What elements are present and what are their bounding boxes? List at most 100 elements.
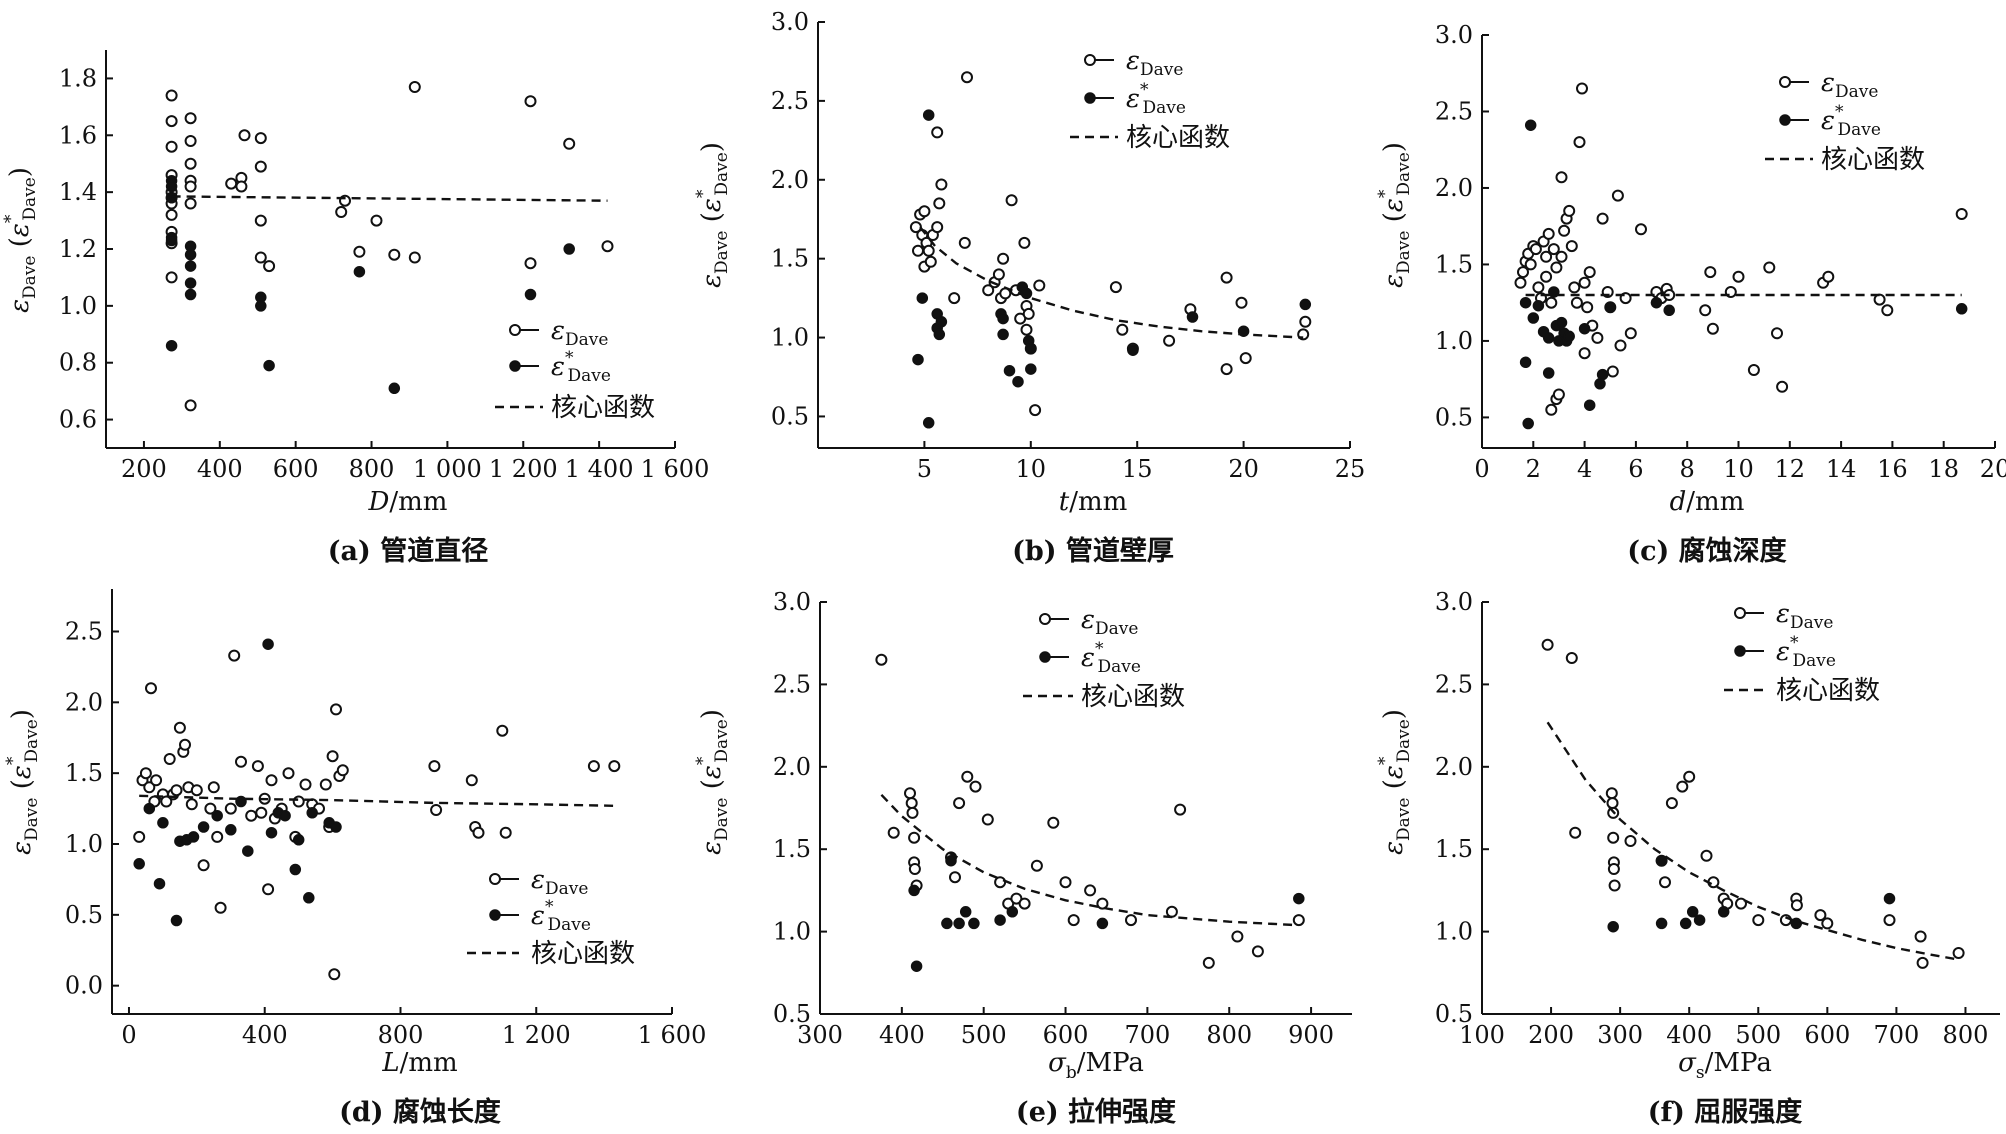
data-point-filled [157, 817, 169, 829]
legend-open-marker [1734, 607, 1746, 619]
y-tick-label: 1.0 [1435, 327, 1473, 355]
data-point-open [931, 221, 944, 234]
data-point-open [601, 240, 614, 253]
panel-a-plot-area: 200 400 600 800 1 000 1 200 1 400 1 600 0.6 0.8 1.… [59, 50, 710, 483]
x-tick-label: 12 [1775, 455, 1806, 483]
x-tick-label: 500 [961, 1021, 1007, 1049]
panel-a-x-axis-label: D/mm [368, 487, 448, 517]
panel-e-chart: 300 400 500 600 700 800 9000.51.01.52.02.53.0 … [693, 588, 1352, 1128]
data-point-open [1763, 261, 1776, 274]
data-point-open [251, 760, 264, 773]
data-point-open [1611, 189, 1624, 202]
data-point-open [319, 778, 332, 791]
data-point-open [336, 764, 349, 777]
data-point-open [184, 197, 197, 210]
data-point-open [499, 826, 512, 839]
data-point-open [1576, 82, 1588, 95]
data-point-filled [153, 877, 166, 890]
x-tick-label: 600 [1804, 1021, 1850, 1049]
data-point-filled [1883, 892, 1896, 905]
data-point-filled [1594, 378, 1606, 390]
data-point-open [887, 826, 900, 839]
data-point-open [1542, 227, 1555, 240]
panel-c-caption: (c) 腐蚀深度 [1627, 535, 1786, 567]
data-point-open [961, 770, 974, 783]
legend-open-label: εDave [1776, 599, 1833, 633]
data-point-open [292, 795, 305, 808]
data-point-filled [1096, 917, 1109, 930]
data-point-open [326, 750, 339, 763]
y-tick-label: 0.5 [1435, 403, 1473, 431]
data-point-open [197, 859, 210, 872]
data-point-open [1581, 301, 1594, 314]
x-tick-label: 1 600 [641, 455, 710, 483]
legend-dash-label: 核心函数 [551, 393, 655, 423]
data-point-filled [945, 854, 957, 867]
data-point-open [207, 781, 220, 794]
data-point-filled [235, 795, 247, 808]
data-point-open [524, 95, 537, 108]
legend-dash-label: 核心函数 [1081, 682, 1185, 712]
data-point-open [214, 901, 227, 914]
legend-open-marker [1039, 613, 1051, 625]
y-tick-label: 0.8 [59, 349, 97, 377]
data-point-open [992, 268, 1005, 281]
data-point-open [563, 137, 576, 150]
x-tick-label: 18 [1928, 455, 1959, 483]
data-point-filled [910, 960, 923, 972]
data-point-open [1607, 831, 1620, 844]
data-point-open [1532, 281, 1545, 294]
data-point-open [904, 787, 916, 800]
legend-dash-label: 核心函数 [1126, 123, 1230, 153]
legend-dash-label: 核心函数 [531, 939, 635, 969]
data-point-filled [165, 234, 178, 247]
legend-fill-marker [1084, 92, 1096, 104]
data-point-open [953, 797, 966, 810]
data-point-open [1814, 909, 1827, 922]
panel-e-y-axis-label: εDave (ε*Dave) [693, 709, 732, 855]
data-point-open [1029, 404, 1042, 417]
panel-c-plot-area: 0 2 4 6 8 10 12 14 16 18 20 0.5 1.0 1.5 2.0 2.5 3.0 [1435, 21, 2006, 483]
x-tick-label: 400 [1666, 1021, 1712, 1049]
legend-dash-label: 核心函数 [1821, 145, 1925, 175]
data-point-open [608, 760, 621, 773]
y-tick-label: 1.5 [1435, 250, 1473, 278]
data-point-filled [1596, 368, 1609, 381]
data-point-open [1020, 323, 1033, 336]
legend-fill-marker [509, 360, 521, 372]
data-point-filled [1583, 399, 1596, 411]
panel-d-x-axis-label: L/mm [381, 1048, 457, 1078]
y-tick-label: 2.5 [1435, 97, 1473, 125]
data-point-open [912, 244, 924, 257]
data-point-filled [1663, 304, 1675, 317]
core-function-curve [1546, 721, 1959, 961]
data-point-open [370, 214, 383, 227]
panel-e-caption: (e) 拉伸强度 [1016, 1096, 1176, 1128]
data-point-open [949, 871, 961, 884]
x-tick-label: 10 [1723, 455, 1754, 483]
y-tick-label: 3.0 [771, 8, 809, 36]
data-point-open [1699, 304, 1712, 317]
data-point-open [1591, 331, 1604, 344]
data-point-filled [184, 260, 197, 272]
data-point-open [1952, 947, 1965, 959]
y-tick-label: 2.0 [1435, 174, 1473, 202]
data-point-open [1573, 136, 1586, 149]
data-point-open [1583, 266, 1596, 279]
data-point-open [1299, 315, 1312, 328]
legend-dash-label: 核心函数 [1776, 676, 1880, 706]
data-point-filled [292, 834, 305, 846]
data-point-open [184, 112, 197, 125]
x-tick-label: 8 [1680, 455, 1695, 483]
data-point-open [1665, 797, 1678, 810]
data-point-filled [1555, 316, 1568, 329]
data-point-open [982, 284, 995, 297]
panel-e-legend: εDave ε* Dave 核心函数 [1023, 605, 1185, 712]
data-point-filled [1519, 356, 1532, 369]
x-tick-label: 1 200 [502, 1021, 571, 1049]
data-point-open [1529, 243, 1542, 256]
data-point-filled [306, 807, 318, 819]
data-point-open [524, 257, 537, 270]
x-tick-label: 10 [1016, 455, 1047, 483]
legend-open-label: εDave [531, 865, 588, 899]
